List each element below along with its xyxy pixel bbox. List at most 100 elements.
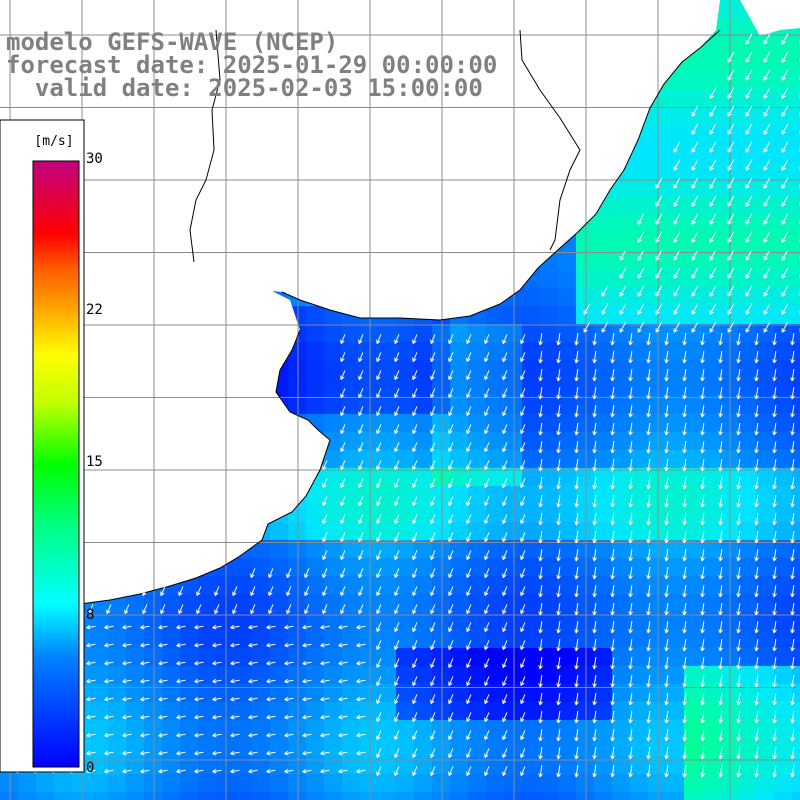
- wind-arrow: [376, 532, 382, 542]
- field-cell: [180, 774, 198, 792]
- wind-arrow: [790, 368, 795, 382]
- field-cell: [702, 90, 720, 108]
- wind-arrow: [736, 530, 741, 544]
- field-cell: [324, 576, 342, 594]
- field-cell: [630, 738, 648, 756]
- field-cell: [774, 378, 792, 396]
- wind-arrow: [448, 406, 454, 416]
- wind-arrow: [700, 422, 705, 436]
- field-cell: [504, 522, 522, 540]
- field-cell: [342, 486, 360, 504]
- wind-arrow: [340, 352, 346, 362]
- field-cell: [306, 774, 324, 792]
- field-cell: [702, 756, 720, 774]
- wind-arrow: [628, 512, 633, 526]
- wind-arrow: [340, 550, 346, 560]
- field-cell: [558, 324, 576, 342]
- wind-arrow: [628, 746, 633, 760]
- field-cell: [522, 468, 540, 486]
- field-cell: [522, 342, 540, 360]
- wind-arrow: [158, 696, 168, 702]
- wind-arrow: [673, 285, 681, 297]
- wind-arrow: [484, 622, 490, 632]
- field-cell: [648, 234, 666, 252]
- field-cell: [756, 612, 774, 630]
- field-cell: [414, 702, 432, 720]
- field-cell: [306, 720, 324, 738]
- wind-arrow: [538, 494, 543, 508]
- title-valid-date: valid date: 2025-02-03 15:00:00: [6, 74, 483, 102]
- field-cell: [666, 774, 684, 792]
- field-cell: [558, 738, 576, 756]
- field-cell: [774, 126, 792, 144]
- wind-arrow: [140, 750, 150, 756]
- field-cell: [468, 594, 486, 612]
- wind-arrow: [673, 159, 681, 171]
- field-cell: [648, 558, 666, 576]
- wind-arrow: [86, 732, 96, 738]
- field-cell: [594, 774, 612, 792]
- field-cell: [468, 540, 486, 558]
- field-cell: [666, 396, 684, 414]
- wind-arrow: [358, 532, 364, 542]
- wind-arrow: [538, 728, 543, 742]
- wind-arrow: [466, 748, 472, 758]
- wind-arrow: [763, 105, 771, 117]
- wind-arrow: [106, 604, 112, 614]
- field-cell: [792, 396, 800, 414]
- field-cell: [774, 306, 792, 324]
- wind-arrow: [394, 532, 400, 542]
- wind-arrow: [709, 141, 717, 153]
- wind-arrow: [709, 87, 717, 99]
- wind-arrow: [304, 604, 310, 614]
- wind-arrow: [176, 732, 186, 738]
- field-cell: [486, 720, 504, 738]
- wind-arrow: [538, 440, 543, 454]
- wind-arrow: [160, 586, 166, 596]
- field-cell: [684, 756, 702, 774]
- field-cell: [486, 594, 504, 612]
- wind-arrow: [248, 750, 258, 756]
- field-cell: [630, 450, 648, 468]
- field-cell: [756, 414, 774, 432]
- wind-arrow: [646, 512, 651, 526]
- field-cell: [594, 720, 612, 738]
- field-cell: [720, 432, 738, 450]
- field-cell: [594, 234, 612, 252]
- field-cell: [216, 774, 234, 792]
- field-cell: [648, 414, 666, 432]
- field-cell: [450, 540, 468, 558]
- wind-arrow: [664, 602, 669, 616]
- wind-arrow: [320, 768, 330, 774]
- field-cell: [432, 324, 450, 342]
- field-cell: [540, 648, 558, 666]
- field-cell: [396, 432, 414, 450]
- wind-arrow: [754, 512, 759, 526]
- field-cell: [414, 324, 432, 342]
- field-cell: [630, 306, 648, 324]
- field-cell: [414, 342, 432, 360]
- wind-arrow: [664, 584, 669, 598]
- field-cell: [414, 450, 432, 468]
- field-cell: [576, 666, 594, 684]
- wind-arrow: [430, 550, 436, 560]
- wind-arrow: [466, 568, 472, 578]
- wind-arrow: [412, 496, 418, 506]
- wind-arrow: [745, 33, 753, 45]
- field-cell: [396, 684, 414, 702]
- field-cell: [684, 108, 702, 126]
- field-cell: [738, 324, 756, 342]
- field-cell: [108, 702, 126, 720]
- wind-arrow: [248, 624, 258, 630]
- wind-arrow: [212, 750, 222, 756]
- field-cell: [126, 612, 144, 630]
- wind-arrow: [266, 732, 276, 738]
- wind-arrow: [781, 321, 789, 333]
- wind-arrow: [736, 566, 741, 580]
- field-cell: [288, 612, 306, 630]
- field-cell: [342, 342, 360, 360]
- wind-arrow: [394, 766, 400, 776]
- field-cell: [306, 306, 324, 324]
- field-cell: [738, 486, 756, 504]
- field-cell: [684, 414, 702, 432]
